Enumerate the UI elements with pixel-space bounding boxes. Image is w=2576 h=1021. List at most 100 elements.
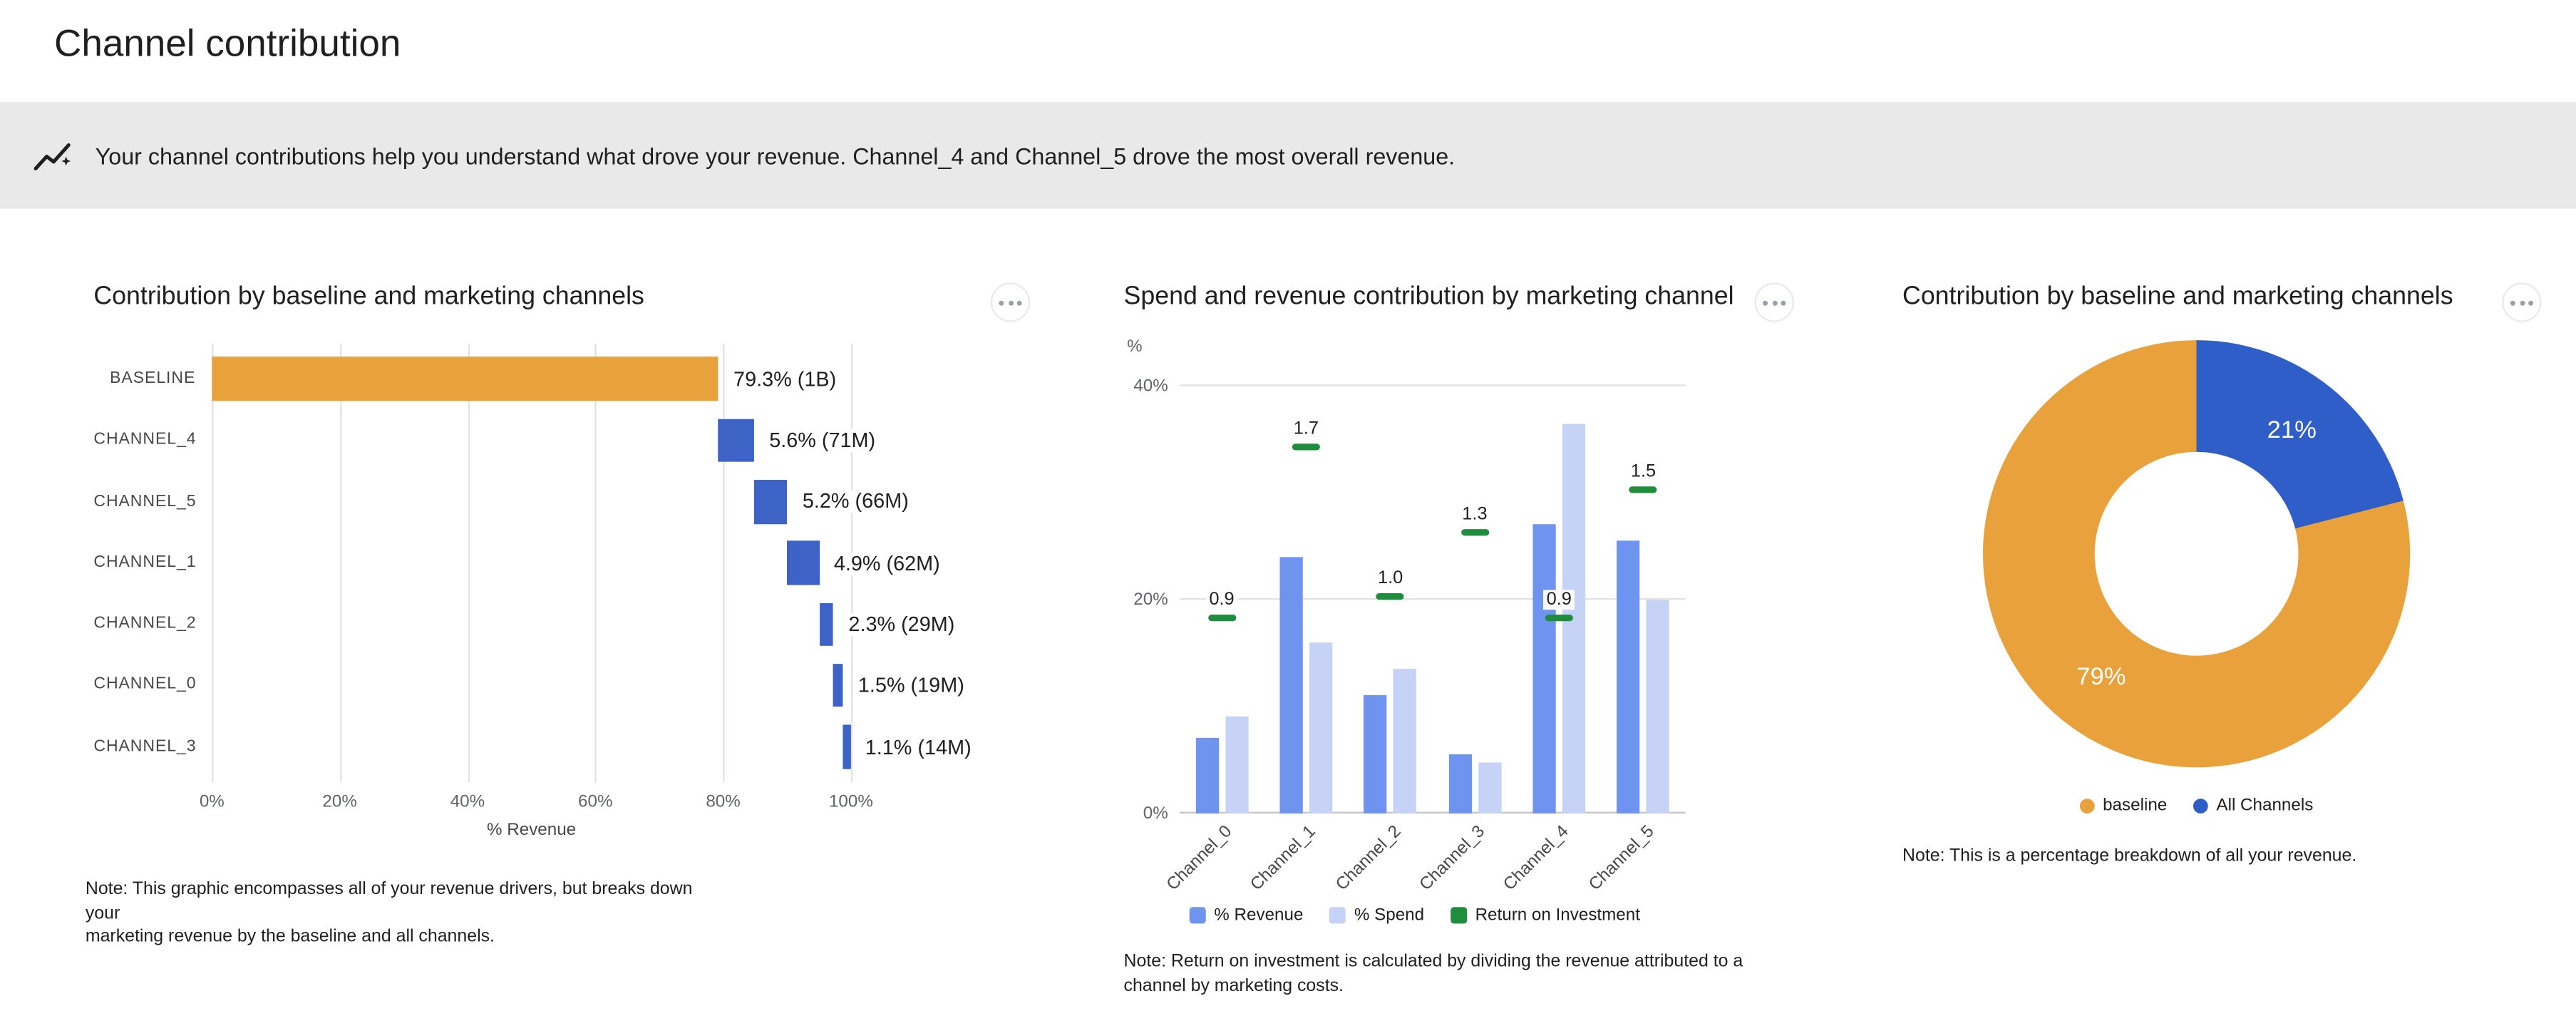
bar-pair xyxy=(1195,370,1248,814)
roi-marker-channel_0[interactable] xyxy=(1207,615,1236,622)
waterfall-category-labels: BASELINE CHANNEL_4 CHANNEL_5 CHANNEL_1 CHANN… xyxy=(93,349,195,778)
roi-marker-channel_2[interactable] xyxy=(1376,593,1405,600)
roi-marker-channel_4[interactable] xyxy=(1545,615,1573,622)
bar-baseline[interactable] xyxy=(212,357,719,401)
roi-marker-channel_1[interactable] xyxy=(1292,443,1320,451)
spend-bar-channel_1[interactable] xyxy=(1309,642,1333,814)
dot-icon xyxy=(1763,299,1768,305)
dot-icon xyxy=(999,299,1004,305)
bar-value-label: 79.3% (1B) xyxy=(731,367,838,391)
bar-channel_1[interactable] xyxy=(788,540,820,585)
roi-marker-channel_5[interactable] xyxy=(1629,486,1658,493)
legend-label: % Revenue xyxy=(1214,905,1304,925)
spend-bar-channel_5[interactable] xyxy=(1647,600,1670,814)
legend-label: baseline xyxy=(2103,795,2168,816)
page-title: Channel contribution xyxy=(54,21,401,64)
legend-item-revenue: % Revenue xyxy=(1189,905,1304,925)
bar-pair xyxy=(1532,370,1586,814)
x-axis-label: Channel_4 xyxy=(1500,821,1573,895)
more-options-button[interactable] xyxy=(1754,282,1794,322)
legend-item-baseline: baseline xyxy=(2079,795,2168,816)
x-axis-label: Channel_5 xyxy=(1584,821,1658,895)
gridline xyxy=(1179,384,1686,386)
group-channel_2: 1.0 Channel_2 xyxy=(1331,370,1432,895)
group-channel_4: 0.9 Channel_4 xyxy=(1500,370,1601,895)
y-tick-label: 20% xyxy=(1133,590,1168,610)
card-header: Contribution by baseline and marketing c… xyxy=(93,282,1031,322)
revenue-bar-channel_2[interactable] xyxy=(1364,695,1388,814)
group-channel_1: 1.7 Channel_1 xyxy=(1247,370,1348,895)
page-header: Channel contribution xyxy=(0,0,2576,81)
waterfall-chart: BASELINE CHANNEL_4 CHANNEL_5 CHANNEL_1 CHANN… xyxy=(93,343,1030,783)
grouped-bar-chart-card: Spend and revenue contribution by market… xyxy=(1124,282,1794,1014)
legend-label: Return on Investment xyxy=(1475,905,1640,925)
legend-item-all-channels: All Channels xyxy=(2193,795,2314,816)
more-options-button[interactable] xyxy=(990,282,1031,322)
bar-channel_4[interactable] xyxy=(718,419,755,463)
roi-marker-channel_3[interactable] xyxy=(1460,529,1489,536)
roi-value-label: 1.7 xyxy=(1290,419,1322,438)
insight-banner: Your channel contributions help you unde… xyxy=(0,101,2576,209)
waterfall-chart-card: Contribution by baseline and marketing c… xyxy=(86,282,1031,949)
chart-title: Contribution by baseline and marketing c… xyxy=(1902,282,2453,311)
legend-item-spend: % Spend xyxy=(1329,905,1424,925)
x-tick-label: 80% xyxy=(706,792,741,812)
bar-channel_3[interactable] xyxy=(843,724,850,769)
y-axis-unit: % xyxy=(1127,337,1143,357)
chart-title: Spend and revenue contribution by market… xyxy=(1123,282,1734,311)
revenue-bar-channel_1[interactable] xyxy=(1279,557,1303,814)
y-axis-label: CHANNEL_5 xyxy=(93,492,197,510)
bar-value-label: 5.2% (66M) xyxy=(800,490,911,513)
gridline xyxy=(723,343,725,783)
roi-value-label: 1.5 xyxy=(1627,461,1659,481)
roi-value-label: 1.0 xyxy=(1374,568,1406,588)
bar-channel_5[interactable] xyxy=(754,480,788,524)
y-axis-label: CHANNEL_0 xyxy=(93,676,197,694)
bar-pair xyxy=(1364,370,1417,814)
gridline xyxy=(595,343,597,783)
revenue-bar-channel_0[interactable] xyxy=(1195,738,1219,814)
x-tick-label: 40% xyxy=(450,792,485,812)
revenue-swatch-icon xyxy=(1189,907,1206,924)
bar-channel_2[interactable] xyxy=(819,602,834,647)
dot-icon xyxy=(1016,299,1022,305)
x-axis-label: Channel_0 xyxy=(1163,821,1236,895)
more-options-button[interactable] xyxy=(2502,282,2542,322)
revenue-bar-channel_3[interactable] xyxy=(1448,754,1472,814)
legend: % Revenue % Spend Return on Investment xyxy=(1189,905,1640,925)
gridline xyxy=(1179,811,1686,814)
gridline xyxy=(339,343,341,783)
spend-swatch-icon xyxy=(1329,907,1346,924)
donut-chart[interactable]: 21% 79% xyxy=(1982,340,2411,768)
x-tick-label: 20% xyxy=(322,792,357,812)
y-axis-label: BASELINE xyxy=(110,369,196,388)
spend-bar-channel_3[interactable] xyxy=(1478,763,1501,814)
x-tick-label: 60% xyxy=(578,792,613,812)
dot-icon xyxy=(1771,299,1777,305)
group-channel_5: 1.5 Channel_5 xyxy=(1585,370,1685,895)
baseline-swatch-icon xyxy=(2079,798,2095,813)
x-axis-label: Channel_2 xyxy=(1331,821,1405,895)
y-axis-label: CHANNEL_2 xyxy=(93,615,197,633)
spend-bar-channel_2[interactable] xyxy=(1393,669,1417,814)
bar-channel_0[interactable] xyxy=(833,663,844,707)
x-axis-label: Channel_1 xyxy=(1247,821,1320,895)
donut-chart-area: 21% 79% baseline All Channels xyxy=(1982,340,2411,816)
bar-pair xyxy=(1617,370,1670,814)
bar-pair xyxy=(1279,370,1333,814)
revenue-bar-channel_4[interactable] xyxy=(1532,525,1556,814)
insight-text: Your channel contributions help you unde… xyxy=(95,142,1456,169)
x-axis-label: Channel_3 xyxy=(1416,821,1489,895)
dot-icon xyxy=(2510,299,2515,305)
y-axis-label: CHANNEL_1 xyxy=(93,553,197,572)
legend-label: All Channels xyxy=(2216,795,2314,816)
roi-value-label: 0.9 xyxy=(1542,590,1575,610)
revenue-bar-channel_5[interactable] xyxy=(1617,540,1640,814)
x-axis: 0% 20% 40% 60% 80% 100% % Revenue xyxy=(200,792,873,840)
spend-bar-channel_0[interactable] xyxy=(1225,717,1248,814)
roi-value-label: 1.3 xyxy=(1458,504,1491,524)
gridline xyxy=(212,343,214,783)
x-axis-ticks: 0% 20% 40% 60% 80% 100% xyxy=(200,792,873,814)
bar-value-label: 1.1% (14M) xyxy=(863,735,973,759)
card-header: Contribution by baseline and marketing c… xyxy=(1902,282,2542,322)
